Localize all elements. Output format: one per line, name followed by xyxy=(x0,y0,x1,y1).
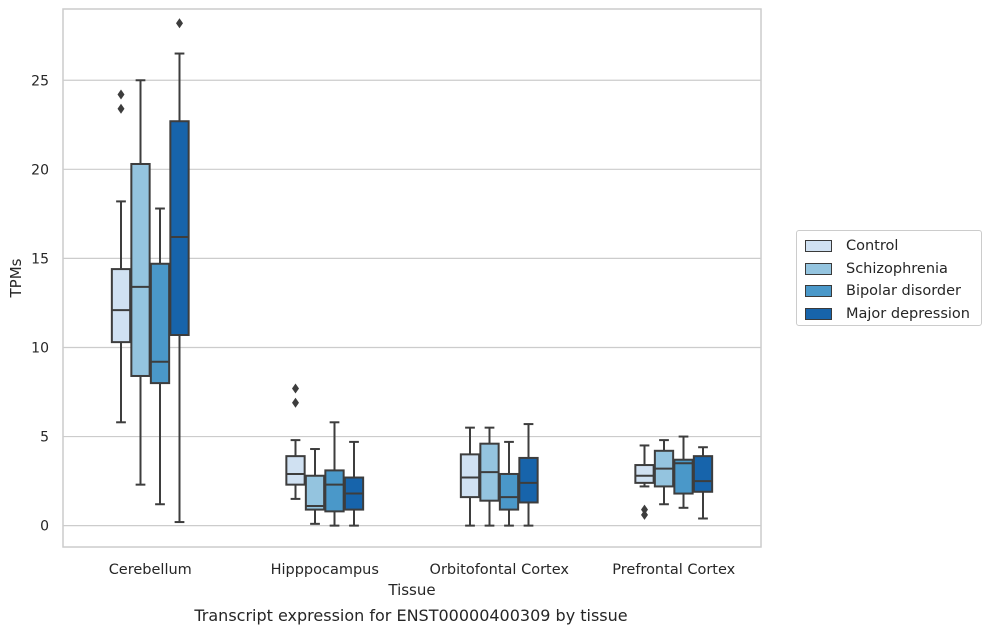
box xyxy=(518,456,539,504)
y-axis-label: TPMs xyxy=(7,258,25,298)
figure-caption: Transcript expression for ENST0000040030… xyxy=(194,606,628,625)
y-tick-label: 25 xyxy=(31,73,49,89)
legend-item-control: Control xyxy=(805,235,981,258)
x-axis-label: Tissue xyxy=(387,581,435,599)
box xyxy=(304,474,326,511)
legend-item-bipolar-disorder: Bipolar disorder xyxy=(805,280,981,303)
box xyxy=(130,162,151,377)
x-tick-label: Cerebellum xyxy=(109,562,192,578)
box xyxy=(673,458,694,495)
legend-label: Bipolar disorder xyxy=(846,283,961,300)
y-tick-label: 15 xyxy=(31,251,49,267)
outlier-point xyxy=(117,103,125,114)
box xyxy=(324,469,345,513)
legend: Control Schizophrenia Bipolar disorder M… xyxy=(796,230,982,326)
box xyxy=(634,464,655,484)
box xyxy=(169,120,190,337)
legend-swatch xyxy=(805,285,832,298)
legend-label: Control xyxy=(846,238,899,255)
legend-label: Schizophrenia xyxy=(846,260,948,277)
legend-swatch xyxy=(805,240,832,253)
plot-frame xyxy=(62,8,762,548)
outlier-point xyxy=(641,509,648,520)
x-tick-label: Hipppocampus xyxy=(271,562,379,578)
legend-swatch xyxy=(805,307,832,320)
legend-swatch xyxy=(805,262,832,275)
y-tick-label: 5 xyxy=(40,430,49,446)
x-tick-label: Orbitofontal Cortex xyxy=(430,562,570,578)
box xyxy=(692,455,714,493)
legend-label: Major depression xyxy=(846,305,970,322)
box xyxy=(498,472,520,511)
legend-item-schizophrenia: Schizophrenia xyxy=(805,258,981,281)
outlier-point xyxy=(292,383,299,394)
box xyxy=(149,262,171,385)
outlier-point xyxy=(117,89,125,100)
outlier-point xyxy=(641,504,648,515)
box xyxy=(285,455,306,486)
y-tick-label: 20 xyxy=(31,162,49,178)
outlier-point xyxy=(176,18,183,29)
y-tick-label: 10 xyxy=(31,340,49,356)
box xyxy=(459,453,481,499)
legend-item-major-depression: Major depression xyxy=(805,303,981,326)
x-tick-label: Prefrontal Cortex xyxy=(612,562,735,578)
box xyxy=(110,268,132,344)
y-tick-label: 0 xyxy=(40,519,49,535)
outlier-point xyxy=(292,397,299,408)
